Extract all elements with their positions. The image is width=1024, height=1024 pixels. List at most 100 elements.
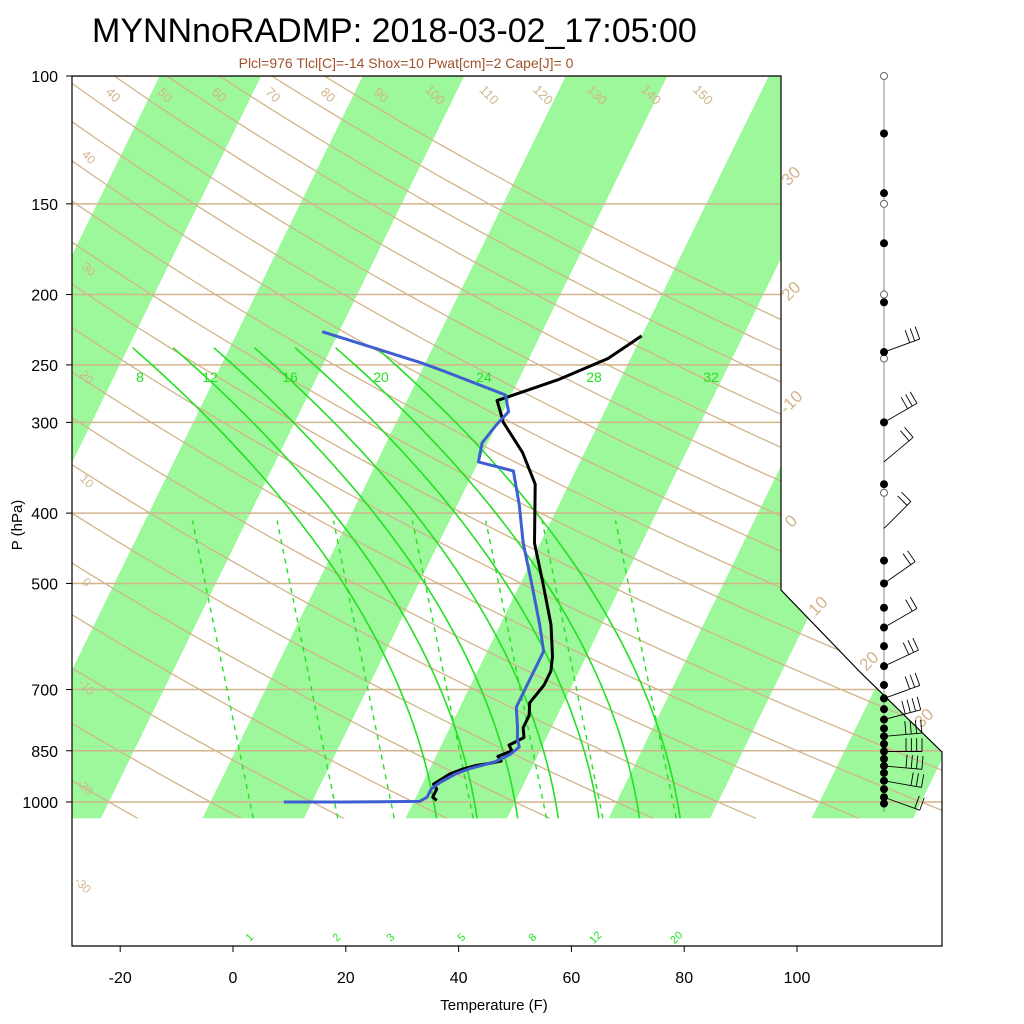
theta-label: 70: [263, 84, 284, 105]
wind-profile: [880, 72, 925, 812]
wind-level-dot: [880, 189, 888, 198]
x-tick-label: 20: [337, 970, 355, 987]
mixing-ratio-label: 20: [668, 929, 685, 946]
wind-level-dot: [880, 556, 888, 565]
isotherm-band: [72, 76, 262, 819]
plot-frame: [71, 75, 943, 947]
wind-level-dot: [880, 298, 888, 307]
plot-content: [0, 76, 942, 819]
isotherm-band: [811, 76, 942, 819]
moist-adiabat: [335, 347, 641, 819]
mixing-ratio-line: [276, 520, 339, 819]
wind-open-marker: [880, 290, 888, 299]
dewpoint-profile: [283, 330, 546, 804]
isotherm-label: 20: [856, 648, 883, 675]
wind-barb-feather: [904, 721, 907, 735]
wind-level-dot: [880, 129, 888, 138]
wind-barb-feather: [902, 553, 912, 565]
moist-adiabat: [375, 347, 681, 819]
dry-adiabat: [72, 76, 942, 819]
wind-barb-shaft: [883, 437, 914, 463]
wind-barb-feather: [901, 700, 906, 715]
wind-level-dot: [880, 705, 888, 714]
isotherm-label: 30: [778, 163, 805, 190]
wind-barb-feather: [904, 330, 911, 343]
wind-barb-feather: [907, 640, 915, 653]
wind-barb-feather: [902, 642, 910, 655]
mixing-ratio-label: 3: [384, 931, 397, 944]
wind-barb-feather: [909, 720, 912, 734]
temperature-profile: [431, 334, 643, 802]
wind-barb: [883, 550, 916, 584]
wind-barb-feather: [901, 491, 912, 502]
wind-barb-shaft: [883, 780, 922, 788]
y-tick-label: 250: [31, 358, 58, 375]
moist-adiabat: [294, 347, 600, 819]
isotherm-label: 20: [778, 278, 805, 305]
dry-adiabat: [260, 76, 942, 819]
x-tick-label: 0: [229, 970, 238, 987]
mixing-ratio-line: [614, 520, 677, 819]
wind-open-marker: [880, 354, 888, 363]
plot-area: 40 50 60 70 80 90 100 110 120 130 140 150403020100-…: [0, 75, 943, 947]
wind-barb-shaft: [883, 608, 918, 628]
isotherm-band: [0, 76, 58, 818]
isotherm-label: -10: [776, 387, 807, 418]
mixing-ratio-line: [541, 520, 604, 819]
wind-barb-feather: [916, 755, 919, 769]
thetae-label: 28: [586, 369, 602, 385]
wind-barb-shaft: [883, 796, 920, 811]
chart-subtitle: Plcl=976 Tlcl[C]=-14 Shox=10 Pwat[cm]=2 …: [239, 55, 574, 71]
wind-barb-feather: [920, 774, 925, 788]
dry-adiabat: [313, 76, 942, 819]
wind-level-dot: [880, 642, 888, 651]
wind-barb-feather: [914, 720, 918, 734]
moist-adiabat: [132, 347, 438, 819]
wind-barb-shaft: [883, 649, 919, 667]
wind-barb-feather: [905, 394, 913, 407]
wind-barb-feather: [905, 754, 908, 768]
wind-barb: [883, 719, 923, 737]
y-tick-label: 150: [31, 197, 58, 214]
wind-open-marker: [880, 72, 888, 80]
wind-level-dot: [880, 681, 888, 690]
dry-adiabat: [72, 76, 942, 819]
x-tick-label: 60: [563, 970, 581, 987]
wind-barb-shaft: [883, 709, 921, 721]
wind-barb-feather: [904, 426, 914, 438]
wind-barb-shaft: [883, 338, 920, 353]
dry-adiabat: [72, 76, 448, 819]
thetae-label: 20: [373, 369, 389, 385]
wind-barb-feather: [914, 326, 921, 340]
y-tick-label: 300: [31, 415, 58, 432]
wind-level-dot: [880, 603, 888, 612]
isotherm-label: 10: [805, 593, 832, 620]
wind-barb-feather: [920, 719, 923, 734]
wind-barb-feather: [904, 676, 911, 690]
wind-barb: [883, 391, 918, 423]
isotherm-band: [202, 76, 668, 819]
mixing-ratio-label: 2: [330, 931, 343, 944]
wind-barb-shaft: [883, 732, 922, 737]
x-axis-label: Temperature (F): [440, 997, 548, 1014]
wind-barb-feather: [914, 672, 921, 686]
wind-barb-feather: [907, 550, 916, 562]
wind-barb-feather: [906, 699, 911, 713]
mixing-ratio-line: [332, 520, 395, 819]
theta-label: 80: [318, 84, 339, 105]
wind-open-marker: [880, 488, 888, 497]
dry-adiabat: [72, 76, 942, 819]
wind-barb-feather: [900, 396, 909, 409]
dry-adiabat: [72, 76, 942, 819]
y-tick-label: 200: [31, 288, 58, 305]
wind-barb-feather: [909, 328, 916, 342]
wind-level-dot: [880, 239, 888, 248]
isotherm-label: 0: [781, 511, 801, 531]
wind-barb: [883, 672, 921, 699]
wind-barb-feather: [910, 772, 914, 786]
theta-label: -30: [72, 874, 94, 896]
dry-adiabat: [72, 76, 860, 819]
dry-adiabat: [104, 76, 942, 819]
mixing-ratio-label: 12: [587, 929, 604, 946]
